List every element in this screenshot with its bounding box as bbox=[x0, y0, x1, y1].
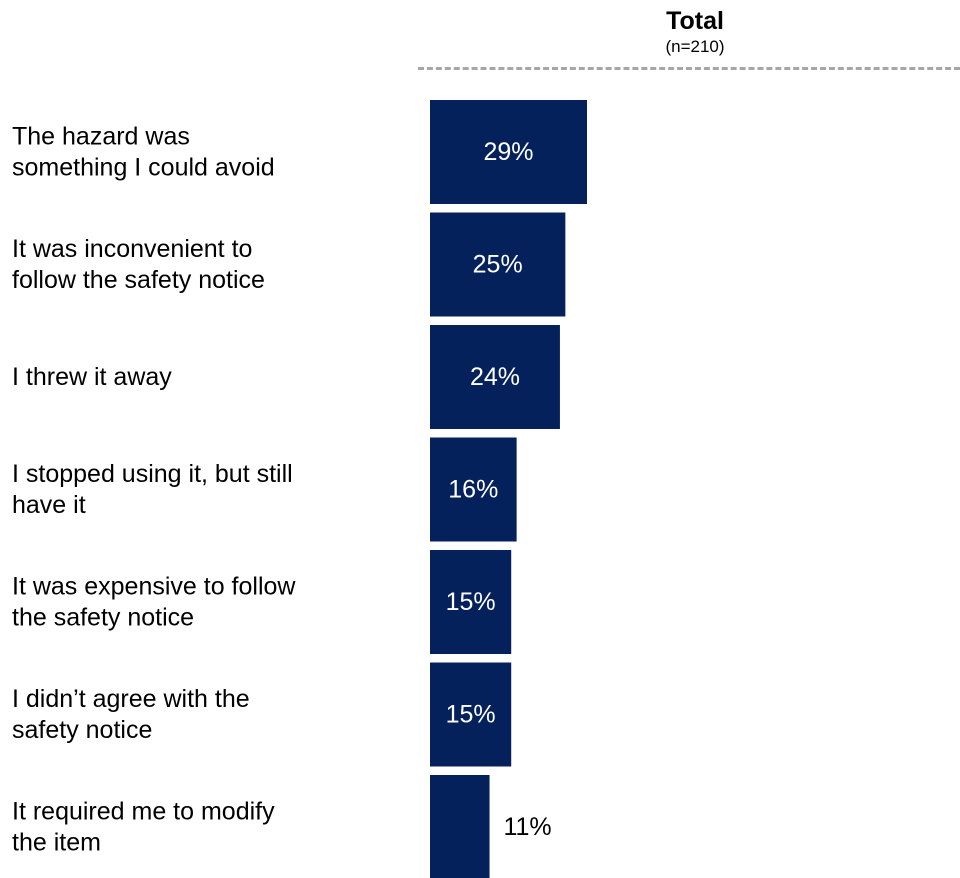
value-label-1: 29% bbox=[483, 138, 533, 166]
bar-7 bbox=[430, 775, 490, 878]
value-label-5: 15% bbox=[446, 588, 496, 616]
bar-1 bbox=[430, 100, 587, 204]
category-label-6-line-2: safety notice bbox=[12, 716, 152, 744]
category-label-6-line-1: I didn’t agree with the bbox=[12, 685, 250, 713]
bar-5 bbox=[430, 550, 512, 654]
bar-3 bbox=[430, 325, 560, 429]
value-label-7: 11% bbox=[503, 813, 551, 841]
bar-2 bbox=[430, 212, 566, 317]
category-label-4-line-1: I stopped using it, but still bbox=[12, 460, 293, 488]
category-label-3-line-1: I threw it away bbox=[12, 363, 172, 391]
category-label-2-line-2: follow the safety notice bbox=[12, 266, 265, 294]
value-label-3: 24% bbox=[470, 363, 520, 391]
value-label-4: 16% bbox=[448, 476, 498, 504]
category-label-1-line-1: The hazard was bbox=[12, 123, 190, 151]
value-label-2: 25% bbox=[473, 251, 523, 279]
category-label-7-line-2: the item bbox=[12, 829, 101, 857]
sample-size-note: (n=210) bbox=[665, 37, 725, 56]
category-label-5-line-1: It was expensive to follow bbox=[12, 573, 296, 601]
chart-title: Total bbox=[666, 7, 724, 35]
bar-6 bbox=[430, 662, 512, 767]
category-label-5-line-2: the safety notice bbox=[12, 604, 194, 632]
category-label-1-line-2: something I could avoid bbox=[12, 154, 275, 182]
value-label-6: 15% bbox=[446, 701, 496, 729]
category-label-4-line-2: have it bbox=[12, 491, 86, 519]
header-divider bbox=[418, 67, 960, 70]
category-label-7-line-1: It required me to modify bbox=[12, 798, 275, 826]
bar-4 bbox=[430, 437, 517, 542]
category-label-2-line-1: It was inconvenient to bbox=[12, 235, 252, 263]
